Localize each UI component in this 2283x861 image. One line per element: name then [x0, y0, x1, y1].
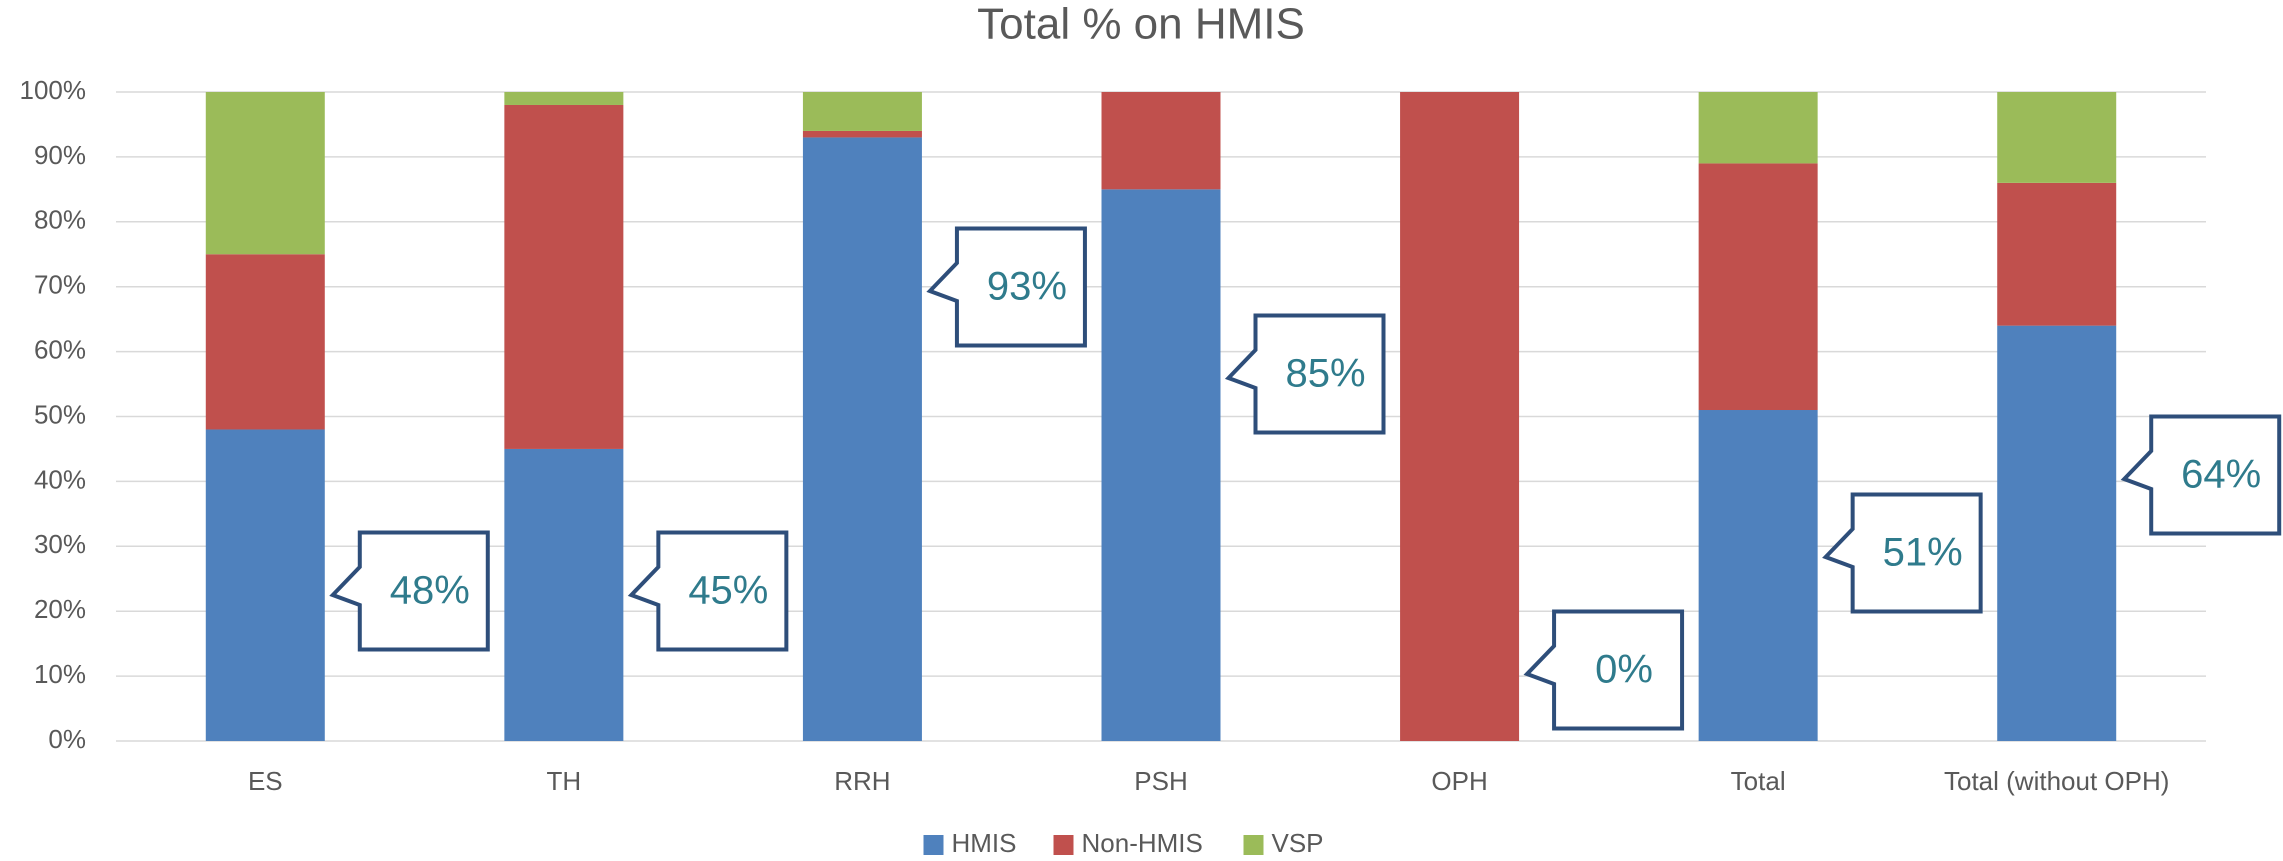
bar-segment	[1997, 325, 2117, 741]
bar-segment	[504, 448, 624, 741]
x-tick-label: RRH	[834, 766, 890, 796]
data-label: 51%	[1883, 531, 1963, 575]
data-label: 93%	[987, 265, 1067, 309]
chart-title: Total % on HMIS	[977, 0, 1305, 49]
callout-box	[329, 530, 490, 652]
y-tick-label: 50%	[34, 399, 86, 429]
bar-segment	[1101, 92, 1221, 190]
legend-label: HMIS	[952, 828, 1017, 858]
y-tick-label: 80%	[34, 205, 86, 235]
x-tick-label: Total	[1731, 766, 1786, 796]
callout-box	[926, 226, 1087, 348]
bar-segment	[504, 104, 624, 449]
callout-box	[1224, 313, 1386, 435]
bar-segment	[1698, 92, 1818, 164]
data-label: 0%	[1595, 648, 1653, 692]
x-tick-label: PSH	[1134, 766, 1187, 796]
bar-segment	[1101, 189, 1221, 742]
x-tick-label: TH	[547, 766, 582, 796]
y-tick-label: 70%	[34, 270, 86, 300]
y-tick-label: 90%	[34, 140, 86, 170]
legend-swatch	[1243, 835, 1264, 855]
bar-segment	[1400, 92, 1520, 741]
callout-box	[1822, 492, 1983, 614]
callout-box	[1523, 609, 1685, 731]
y-tick-label: 40%	[34, 464, 86, 494]
bar-segment	[1698, 163, 1818, 411]
bar-segment	[802, 137, 922, 741]
y-tick-label: 30%	[34, 529, 86, 559]
bar-segment	[802, 92, 922, 131]
legend-swatch	[1053, 835, 1074, 855]
callout-box	[2120, 414, 2282, 536]
bar-segment	[205, 92, 325, 255]
bar-segment	[1997, 182, 2117, 326]
data-label: 48%	[390, 569, 470, 613]
legend-swatch	[923, 835, 944, 855]
y-tick-label: 10%	[34, 659, 86, 689]
bar-segment	[1698, 410, 1818, 741]
data-label: 45%	[688, 569, 768, 613]
x-tick-label: ES	[248, 766, 283, 796]
legend-label: VSP	[1272, 828, 1324, 858]
y-tick-label: 100%	[20, 75, 87, 105]
bar-segment	[1997, 92, 2117, 183]
data-label: 85%	[1285, 352, 1365, 396]
y-tick-label: 0%	[48, 724, 86, 754]
bar-segment	[205, 254, 325, 430]
bar-segment	[802, 130, 922, 138]
x-tick-label: OPH	[1431, 766, 1487, 796]
data-label: 64%	[2181, 453, 2261, 497]
legend-label: Non-HMIS	[1082, 828, 1203, 858]
y-tick-label: 20%	[34, 594, 86, 624]
y-tick-label: 60%	[34, 334, 86, 364]
callout-box	[627, 530, 789, 652]
bar-segment	[205, 429, 325, 741]
bar-segment	[504, 92, 624, 105]
x-tick-label: Total (without OPH)	[1944, 766, 2169, 796]
